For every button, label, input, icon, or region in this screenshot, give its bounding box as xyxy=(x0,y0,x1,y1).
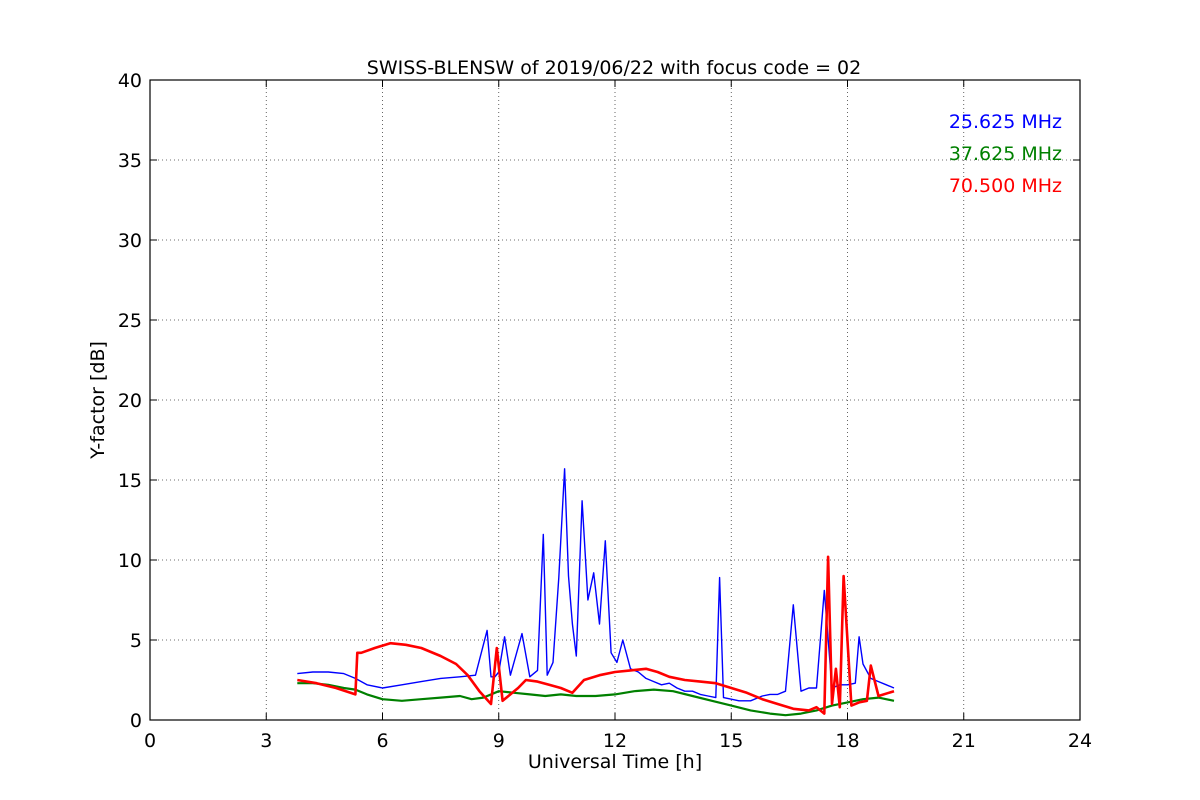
x-tick-label: 24 xyxy=(1068,730,1092,752)
y-tick-label: 25 xyxy=(118,310,142,332)
x-tick-label: 15 xyxy=(719,730,743,752)
series-line-70-500-mhz xyxy=(297,555,895,715)
chart-title: SWISS-BLENSW of 2019/06/22 with focus co… xyxy=(367,57,861,79)
x-tick-label: 0 xyxy=(144,730,156,752)
y-tick-label: 5 xyxy=(130,630,142,652)
y-tick-label: 35 xyxy=(118,150,142,172)
y-tick-label: 20 xyxy=(118,390,142,412)
x-tick-label: 3 xyxy=(260,730,272,752)
y-tick-label: 0 xyxy=(130,710,142,732)
grid xyxy=(150,80,1080,720)
x-tick-label: 6 xyxy=(376,730,388,752)
legend: 25.625 MHz 37.625 MHz 70.500 MHz xyxy=(949,111,1062,197)
y-tick-label: 40 xyxy=(118,70,142,92)
y-axis-title: Y-factor [dB] xyxy=(87,341,109,460)
legend-entry: 70.500 MHz xyxy=(949,175,1062,197)
series-layer xyxy=(297,468,895,717)
x-tick-label: 12 xyxy=(603,730,627,752)
x-tick-label: 9 xyxy=(493,730,505,752)
legend-entry: 25.625 MHz xyxy=(949,111,1062,133)
x-axis-title: Universal Time [h] xyxy=(528,751,702,773)
series-line-25-625-mhz xyxy=(297,468,895,702)
y-tick-label: 30 xyxy=(118,230,142,252)
ticks: 0 3 6 9 12 15 18 21 24 0 5 10 15 20 25 30 35 40 xyxy=(118,70,1092,752)
y-tick-label: 15 xyxy=(118,470,142,492)
x-tick-label: 18 xyxy=(835,730,859,752)
y-tick-label: 10 xyxy=(118,550,142,572)
legend-entry: 37.625 MHz xyxy=(949,143,1062,165)
x-tick-label: 21 xyxy=(952,730,976,752)
series-line-37-625-mhz xyxy=(297,682,895,717)
